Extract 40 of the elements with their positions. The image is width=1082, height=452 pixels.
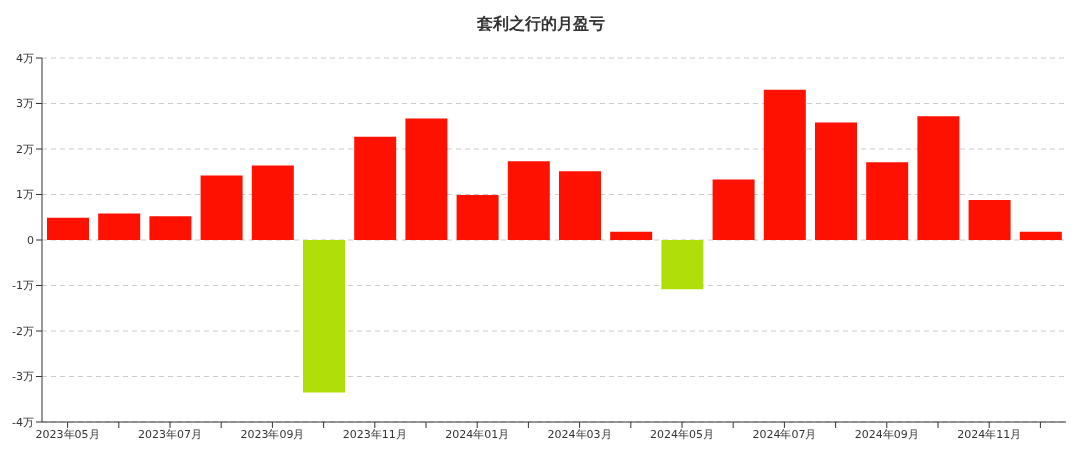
bar	[456, 194, 499, 240]
y-tick-label: -2万	[12, 324, 34, 338]
bar	[866, 162, 909, 240]
x-tick-label: 2023年07月	[138, 427, 202, 441]
x-tick-label: 2024年03月	[547, 427, 612, 441]
y-tick-label: -1万	[12, 279, 34, 293]
x-tick-label: 2023年05月	[35, 427, 100, 441]
x-tick-label: 2024年07月	[752, 427, 817, 441]
x-tick-label: 2024年05月	[650, 427, 714, 441]
x-tick-label: 2023年11月	[342, 427, 407, 441]
y-tick-label: 1万	[16, 188, 34, 202]
chart-title: 套利之行的月盈亏	[476, 13, 606, 35]
bar	[405, 118, 448, 240]
bar	[610, 231, 653, 240]
y-tick-label: 3万	[16, 97, 34, 111]
x-tick-label: 2024年09月	[854, 427, 919, 441]
y-tick-label: 0	[27, 233, 34, 247]
bar	[815, 122, 857, 240]
bar	[1019, 231, 1062, 240]
bar	[661, 240, 704, 290]
y-tick-label: 2万	[16, 142, 34, 156]
bar	[354, 136, 397, 240]
bar	[149, 216, 192, 240]
y-tick-label: 4万	[16, 51, 34, 65]
x-tick-label: 2023年09月	[240, 427, 305, 441]
bar	[200, 175, 243, 240]
x-tick-label: 2024年11月	[957, 427, 1022, 441]
y-tick-label: -3万	[12, 370, 34, 384]
bar	[47, 217, 89, 240]
x-tick-label: 2024年01月	[445, 427, 510, 441]
bar	[303, 240, 345, 393]
bar	[98, 213, 141, 240]
bar	[251, 165, 294, 240]
bar	[763, 89, 806, 240]
bar	[968, 199, 1011, 240]
bar	[559, 171, 601, 240]
bar	[507, 161, 550, 240]
bar	[712, 179, 755, 240]
y-tick-label: -4万	[12, 415, 34, 429]
bar	[917, 116, 960, 240]
